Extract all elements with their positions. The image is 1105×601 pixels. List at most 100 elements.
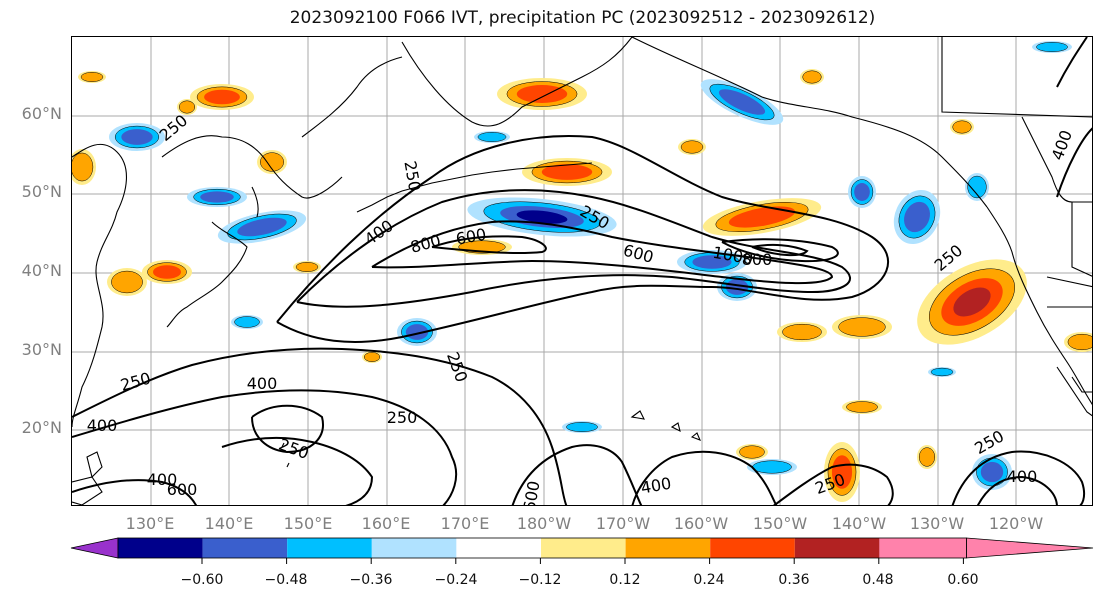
lon-label-150w: 150°W [752,514,808,533]
contour-label: 400 [247,374,278,393]
anomaly-patch [474,131,510,143]
ivt-contour-line [1056,127,1092,198]
anomaly-level [854,183,870,201]
contour-label: 250 [387,408,418,427]
coastline [1021,116,1092,203]
anomaly-level [782,323,822,341]
anomaly-level [980,461,1004,483]
anomaly-level [838,317,886,337]
anomaly-level [80,72,104,82]
lon-label-170e: 170°E [440,514,490,533]
colorbar-segment [202,538,288,558]
anomaly-level [516,210,568,224]
anomaly-patch [72,149,96,185]
ivt-contour-line [773,463,894,505]
anomaly-patch [824,442,860,502]
colorbar-tick: 0.24 [693,572,725,588]
colorbar [70,537,1094,564]
colorbar-extend-low [70,537,119,559]
ivt-contour-line [951,450,1086,505]
coastline [281,442,285,448]
coastline [1071,202,1092,277]
anomaly-patch [522,158,612,186]
anomaly-patch [702,198,822,236]
lat-label-50n: 50°N [21,182,62,201]
anomaly-patch [217,210,307,244]
coastline [356,162,593,213]
anomaly-patch [1032,41,1072,53]
anomaly-level [516,85,568,103]
anomaly-patch [497,78,587,110]
colorbar-segment [118,538,203,558]
anomaly-patch [257,150,287,174]
contour-label: 250 [443,350,471,385]
anomaly-level [918,447,936,467]
anomaly-patch [800,69,824,85]
coastline [166,221,248,328]
anomaly-level [1067,333,1092,351]
contour-label: 250 [118,369,152,395]
colorbar-segment [541,538,626,558]
lon-label-130w: 130°W [909,514,965,533]
lon-label-150e: 150°E [283,514,333,533]
contour-label: 400 [147,470,178,489]
anomaly-level [752,460,792,474]
ivt-contour-line [276,135,890,343]
contour-label: 250 [400,159,424,192]
anomaly-patch [107,268,147,296]
ivt-contour-line [976,475,1058,505]
anomaly-patch [928,367,956,377]
anomaly-level [846,401,878,413]
anomaly-patch [917,259,1027,345]
ivt-contour-line [221,436,374,505]
ivt-contour-line [511,444,643,505]
anomaly-level [121,129,153,145]
ivt-contour-line [296,189,851,308]
coastline [630,410,645,420]
lat-label-20n: 20°N [21,418,62,437]
anomaly-patch [917,445,937,469]
ivt-contour-line [631,450,778,505]
anomaly-patch [832,315,892,339]
ivt-contour-line [72,347,568,505]
coastline [690,432,702,441]
colorbar-tick: −0.36 [349,572,393,588]
contour-label: 600 [520,479,544,506]
anomaly-patch [1064,332,1092,352]
anomaly-level [680,140,704,154]
anomaly-patch [747,459,797,475]
colorbar-tick: −0.60 [180,572,224,588]
anomaly-level [904,201,930,233]
anomaly-patch [362,351,382,363]
ivt-contours [72,37,1092,505]
anomaly-level [178,100,196,114]
lon-label-160e: 160°E [361,514,411,533]
anomaly-level [153,265,181,279]
lon-label-120w: 120°W [988,514,1044,533]
coastline [72,476,103,505]
anomaly-level [952,120,972,134]
anomaly-level [260,152,284,172]
anomaly-patch [78,71,106,83]
colorbar-segment [794,538,880,558]
anomaly-patch [142,260,192,284]
anomaly-level [739,445,765,459]
anomaly-level [718,89,766,115]
anomaly-level [477,132,507,142]
colorbar-tick: −0.48 [264,572,308,588]
anomaly-level [1036,42,1068,52]
anomaly-patch [848,176,876,208]
coastline [631,37,988,208]
anomaly-level [72,152,94,182]
ivt-contour-line [251,404,324,454]
colorbar-tick: 0.48 [862,572,894,588]
coastline [401,37,633,127]
contour-label: 400 [1007,467,1038,486]
contour-label: 400 [87,416,118,435]
anomaly-level [725,279,749,295]
lon-label-140w: 140°W [831,514,887,533]
anomaly-patch [678,139,706,155]
coastlines [72,37,1092,505]
contour-label: 600 [167,480,198,499]
lon-label-130e: 130°E [125,514,175,533]
